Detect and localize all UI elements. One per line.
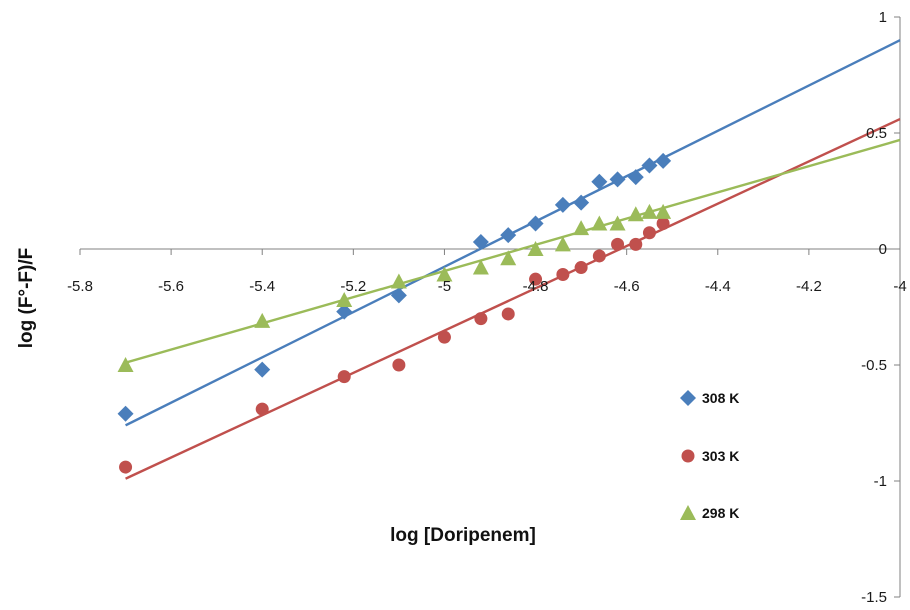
y-tick-label: 0.5 xyxy=(866,125,887,142)
data-point xyxy=(117,357,134,372)
data-point xyxy=(573,220,590,236)
axes xyxy=(79,16,901,598)
data-point xyxy=(500,250,517,266)
data-point xyxy=(529,272,543,286)
data-point xyxy=(527,215,544,232)
data-point xyxy=(627,169,644,186)
data-point xyxy=(656,216,670,230)
data-point xyxy=(254,312,271,328)
data-point xyxy=(627,206,644,222)
data-point xyxy=(554,236,571,252)
data-point xyxy=(254,361,271,378)
x-tick-label: -5.6 xyxy=(158,278,184,295)
data-point xyxy=(527,241,544,256)
x-tick-label: -4.2 xyxy=(796,278,822,295)
trendline-298-K xyxy=(125,138,901,364)
data-point xyxy=(472,259,489,275)
legend-label: 308 K xyxy=(702,390,739,406)
data-point xyxy=(501,307,515,321)
data-point xyxy=(592,249,606,263)
legend-marker xyxy=(681,449,695,463)
data-points xyxy=(117,152,672,474)
legend-marker xyxy=(680,390,696,406)
data-point xyxy=(436,266,453,282)
x-axis-title: log [Doripenem] xyxy=(390,525,536,546)
data-point xyxy=(390,273,407,289)
data-point xyxy=(500,227,517,244)
data-point xyxy=(641,157,658,174)
data-point xyxy=(119,460,133,474)
y-tick-label: -0.5 xyxy=(861,357,887,374)
data-point xyxy=(390,287,407,304)
x-tick-label: -5.4 xyxy=(249,278,275,295)
x-tick-label: -4.6 xyxy=(614,278,640,295)
data-point xyxy=(573,194,590,211)
y-tick-label: -1.5 xyxy=(861,589,887,606)
data-point xyxy=(609,215,626,231)
x-tick-label: -5.2 xyxy=(340,278,366,295)
data-point xyxy=(336,292,353,308)
data-point xyxy=(629,237,643,251)
data-point xyxy=(556,268,570,282)
data-point xyxy=(474,312,488,326)
x-tick-label: -4 xyxy=(893,278,906,295)
x-tick-labels: -5.8 -5.6 -5.4 -5.2 -5 -4.8 -4.6 -4.4 -4.2 -4 xyxy=(67,278,907,295)
data-point xyxy=(642,226,656,240)
data-point xyxy=(255,402,269,416)
data-point xyxy=(591,215,608,231)
legend-label: 298 K xyxy=(702,505,739,521)
legend: 308 K 303 K 298 K xyxy=(680,390,739,521)
legend-marker xyxy=(680,505,696,520)
data-point xyxy=(117,405,134,422)
legend-label: 303 K xyxy=(702,448,739,464)
data-point xyxy=(392,358,406,372)
y-tick-label: -1 xyxy=(874,473,887,490)
y-axis-title: log (F°-F)/F xyxy=(16,248,37,348)
trendline-303-K xyxy=(125,117,901,480)
data-point xyxy=(437,330,451,344)
data-point xyxy=(337,370,351,384)
x-tick-label: -5 xyxy=(438,278,451,295)
y-tick-labels: 1 0.5 0 -0.5 -1 -1.5 xyxy=(861,9,887,606)
data-point xyxy=(591,173,608,190)
x-tick-label: -4.8 xyxy=(523,278,549,295)
data-point xyxy=(641,203,658,219)
data-point xyxy=(611,237,625,251)
x-tick-label: -4.4 xyxy=(705,278,731,295)
data-point xyxy=(336,303,353,320)
y-tick-label: 0 xyxy=(879,241,887,258)
y-tick-label: 1 xyxy=(879,9,887,26)
data-point xyxy=(655,203,672,219)
data-point xyxy=(609,171,626,188)
data-point xyxy=(574,261,588,275)
x-tick-label: -5.8 xyxy=(67,278,93,295)
data-point xyxy=(655,152,672,169)
data-point xyxy=(554,196,571,213)
data-point xyxy=(472,234,489,251)
